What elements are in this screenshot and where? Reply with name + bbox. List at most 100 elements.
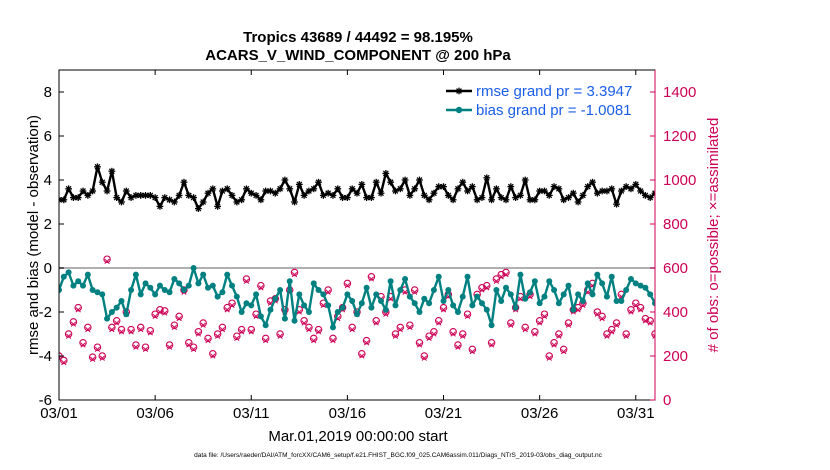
bias-point [402,276,409,282]
obs-possible-point [290,268,299,277]
obs-assimilated-stroke [652,335,655,339]
obs-assimilated-stroke [754,330,759,335]
obs-assimilated-stroke [59,357,62,361]
rmse-point [387,178,395,186]
rmse-point [286,185,294,193]
rmse-star-stroke [257,196,264,203]
obs-possible-point [242,275,251,283]
bias-point [435,273,442,280]
obs-possible-point [372,317,380,325]
obs-assimilated-point [359,353,365,359]
bias-point [555,300,562,307]
rmse-star-stroke [104,188,110,194]
obs-assimilated-point [565,322,572,328]
rmse-star-stroke [739,193,744,198]
obs-assimilated-stroke [773,286,778,291]
legend-rmse-marker [455,87,463,95]
obs-possible-point [88,353,97,361]
obs-possible-point [483,281,491,290]
rmse-star-stroke [696,195,701,200]
rmse-point [156,203,164,210]
bias-point [623,287,630,293]
bias-point [570,306,577,313]
rmse-star-stroke [334,185,341,192]
rmse-point [632,181,640,188]
bias-point [825,313,830,319]
obs-assimilated-stroke [224,307,230,313]
obs-assimilated-point [205,337,211,344]
obs-assimilated-stroke [306,326,312,333]
obs-possible-point [743,326,749,332]
rmse-point [310,185,318,193]
obs-assimilated-stroke [758,303,763,308]
obs-assimilated-point [662,330,667,335]
rmse-star-stroke [584,183,591,190]
rmse-star-stroke [792,186,797,191]
rmse-point [637,187,644,195]
rmse-star-stroke [579,192,586,199]
obs-assimilated-stroke [782,327,787,332]
bias-point [378,298,385,304]
rmse-star-stroke [89,188,96,194]
rmse-star-stroke [536,188,543,194]
rmse-star-stroke [758,193,763,198]
rmse-point [180,178,188,186]
rmse-star-stroke [60,196,67,203]
obs-assimilated-point [61,359,67,366]
obs-possible-point [271,295,280,303]
obs-possible-point [79,339,87,347]
rmse-star-stroke [763,200,768,205]
rmse-star-stroke [696,195,701,200]
bias-point [118,298,125,304]
obs-assimilated-stroke [325,289,331,295]
obs-assimilated-point [142,346,149,353]
rmse-star-stroke [575,199,582,205]
legend-bias-marker [455,106,463,114]
rmse-star-stroke [363,194,370,201]
obs-assimilated-stroke [383,311,389,317]
y-axis-label: rmse and bias (model - observation) [25,115,42,355]
bias-point [777,307,783,313]
rmse-point [60,196,68,204]
rmse-point [65,185,73,193]
bias-point [724,285,730,291]
rmse-star-stroke [802,186,807,191]
bias-point [94,289,101,296]
rmse-star-stroke [811,189,816,194]
bias-point [368,304,375,311]
obs-possible-point [661,326,667,332]
x-tick-label: 03/21 [425,405,463,422]
obs-possible-point [103,255,111,263]
obs-assimilated-point [89,356,96,362]
obs-possible-point [564,319,573,327]
obs-possible-point [199,319,207,327]
obs-assimilated-stroke [373,320,379,326]
obs-assimilated-point [147,330,153,336]
obs-possible-point [676,291,682,297]
bias-point [310,280,317,287]
y-axis-right-label: # of obs: o=possible; ×=assimilated [705,118,722,353]
rmse-star-stroke [262,188,269,194]
legend-box [440,76,648,124]
obs-assimilated-stroke [363,340,370,346]
obs-assimilated-stroke [402,289,408,295]
rmse-star-stroke [94,163,101,170]
obs-assimilated-point [383,311,389,317]
bias-point [80,282,87,289]
obs-assimilated-stroke [599,315,605,322]
bias-point [334,309,341,315]
bias-point [142,280,149,287]
rmse-star-stroke [806,191,811,196]
obs-possible-point [521,323,529,332]
obs-possible-point [825,307,830,313]
obs-assimilated-stroke [633,302,639,309]
rmse-star-stroke [725,184,730,189]
obs-assimilated-point [642,318,649,324]
rmse-star-stroke [445,192,452,199]
obs-assimilated-stroke [744,330,749,335]
rmse-star-stroke [440,183,447,190]
rmse-star-stroke [84,192,91,199]
y-tick-label: 4 [44,172,52,189]
obs-possible-point [257,281,265,290]
